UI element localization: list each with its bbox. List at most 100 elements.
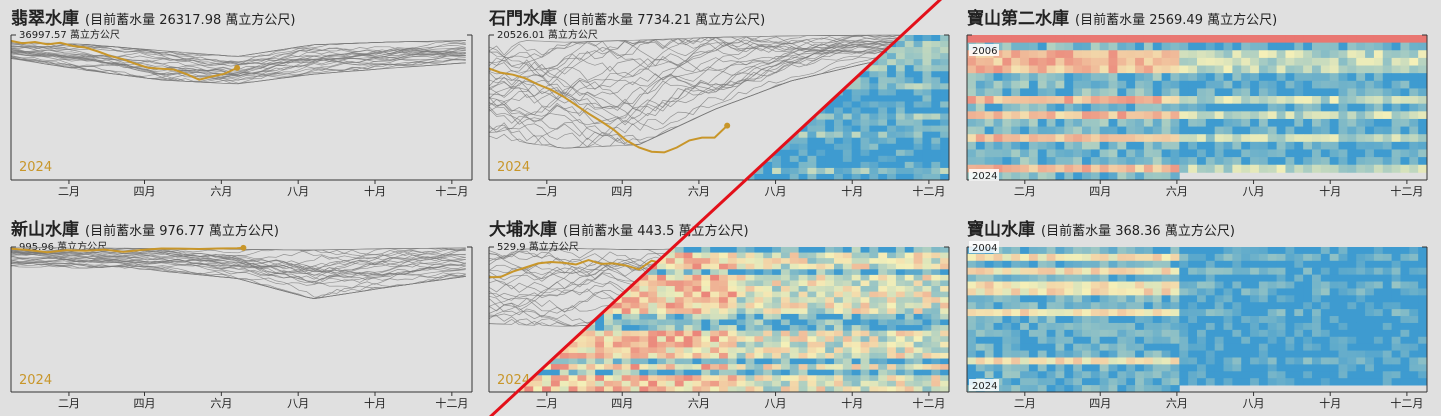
heatmap-cell bbox=[940, 149, 950, 157]
heatmap-cell bbox=[1373, 295, 1384, 303]
heatmap-cell bbox=[984, 111, 994, 120]
heatmap-cell bbox=[1011, 126, 1021, 135]
heatmap-cell bbox=[1126, 80, 1136, 89]
heatmap-cell bbox=[1135, 157, 1145, 166]
heatmap-cell bbox=[1002, 302, 1012, 310]
heatmap-cell bbox=[612, 325, 623, 332]
heatmap-cell bbox=[1037, 309, 1048, 317]
heatmap-cell bbox=[887, 59, 897, 66]
heatmap-cell bbox=[993, 141, 1003, 150]
heatmap-cell bbox=[533, 386, 543, 393]
heatmap-cell bbox=[984, 149, 994, 158]
heatmap-cell bbox=[745, 107, 755, 114]
heatmap-cell bbox=[1179, 378, 1189, 386]
history-year-line bbox=[488, 37, 940, 120]
heatmap-cell bbox=[559, 59, 570, 66]
heatmap-cell bbox=[1418, 260, 1428, 269]
heatmap-cell bbox=[1373, 103, 1384, 112]
heatmap-cell bbox=[1382, 357, 1393, 365]
heatmap-cell bbox=[1046, 111, 1056, 120]
heatmap-cell bbox=[904, 258, 915, 265]
heatmap-cell bbox=[1329, 57, 1339, 66]
heatmap-cell bbox=[1046, 118, 1056, 127]
heatmap-cell bbox=[1400, 295, 1410, 303]
heatmap-cell bbox=[1232, 50, 1242, 59]
heatmap-cell bbox=[1073, 164, 1083, 173]
heatmap-cell bbox=[1312, 260, 1322, 269]
heatmap-cell bbox=[701, 258, 711, 265]
heatmap-cell bbox=[851, 325, 861, 332]
heatmap-cell bbox=[913, 89, 923, 96]
heatmap-cell bbox=[1250, 253, 1260, 262]
heatmap-cell bbox=[1117, 149, 1127, 158]
heatmap-cell bbox=[1090, 350, 1101, 358]
heatmap-cell bbox=[887, 302, 897, 309]
heatmap-cell bbox=[780, 297, 791, 304]
heatmap-cell bbox=[1285, 96, 1295, 105]
heatmap-cell bbox=[1152, 329, 1163, 338]
heatmap-cell bbox=[869, 77, 879, 84]
heatmap-cell bbox=[807, 325, 817, 332]
heatmap-cell bbox=[754, 380, 764, 387]
heatmap-cell bbox=[825, 89, 835, 96]
heatmap-cell bbox=[1082, 288, 1092, 296]
heatmap-cell bbox=[1197, 357, 1207, 365]
heatmap-cell bbox=[1108, 50, 1118, 59]
heatmap-cell bbox=[719, 252, 729, 259]
heatmap-cell bbox=[1347, 343, 1357, 351]
heatmap-cell bbox=[931, 319, 941, 326]
heatmap-cell bbox=[984, 260, 994, 269]
heatmap-cell bbox=[1382, 149, 1393, 158]
heatmap-cell bbox=[1373, 65, 1384, 74]
heatmap-cell bbox=[967, 253, 977, 262]
panel-subtitle: (目前蓄水量 443.5 萬立方公尺) bbox=[563, 223, 749, 239]
heatmap-cell bbox=[621, 65, 631, 72]
heatmap-cell bbox=[719, 364, 729, 371]
heatmap-cell bbox=[860, 258, 870, 265]
panel-hsinshan: 新山水庫 (目前蓄水量 976.77 萬立方公尺) 995.96 萬立方公尺 20… bbox=[10, 219, 473, 410]
heatmap-cell bbox=[736, 313, 746, 320]
heatmap-cell bbox=[1055, 288, 1065, 296]
heatmap-cell bbox=[887, 143, 897, 151]
heatmap-cell bbox=[1267, 126, 1278, 135]
heatmap-cell bbox=[1126, 118, 1136, 127]
heatmap-cell bbox=[657, 369, 667, 376]
heatmap-cell bbox=[1409, 350, 1419, 358]
heatmap-cell bbox=[807, 101, 817, 108]
heatmap-cell bbox=[1037, 295, 1048, 303]
heatmap-cell bbox=[1090, 111, 1101, 120]
heatmap-cell bbox=[825, 107, 835, 114]
heatmap-cell bbox=[586, 149, 596, 157]
heatmap-cell bbox=[1241, 96, 1251, 105]
heatmap-cell bbox=[524, 341, 534, 348]
heatmap-cell bbox=[1312, 149, 1322, 158]
heatmap-cell bbox=[869, 71, 879, 78]
heatmap-cell bbox=[922, 319, 932, 326]
heatmap-cell bbox=[621, 352, 631, 359]
heatmap-cell bbox=[1258, 50, 1269, 59]
heatmap-cell bbox=[1267, 50, 1278, 59]
heatmap-cell bbox=[736, 143, 746, 151]
heatmap-cell bbox=[1073, 134, 1083, 143]
panel-subtitle: (目前蓄水量 7734.21 萬立方公尺) bbox=[563, 12, 765, 28]
heatmap-cell bbox=[1223, 302, 1233, 310]
heatmap-cell bbox=[1250, 378, 1260, 386]
heatmap-cell bbox=[1152, 88, 1163, 97]
heatmap-cell bbox=[940, 252, 950, 259]
history-year-line bbox=[488, 39, 940, 106]
heatmap-cell bbox=[1108, 267, 1118, 276]
heatmap-cell bbox=[1373, 371, 1384, 379]
heatmap-cell bbox=[816, 375, 826, 382]
heatmap-cell bbox=[807, 313, 817, 320]
heatmap-cell bbox=[993, 35, 1003, 44]
heatmap-cell bbox=[1117, 316, 1127, 324]
heatmap-cell bbox=[860, 101, 870, 108]
heatmap-cell bbox=[1037, 343, 1048, 351]
heatmap-cell bbox=[887, 53, 897, 60]
heatmap-cell bbox=[727, 269, 738, 276]
heatmap-cell bbox=[913, 77, 923, 84]
month-tick-label: 四月 bbox=[1089, 397, 1111, 410]
heatmap-cell bbox=[825, 336, 835, 343]
heatmap-cell bbox=[1152, 65, 1163, 74]
heatmap-cell bbox=[842, 107, 853, 114]
